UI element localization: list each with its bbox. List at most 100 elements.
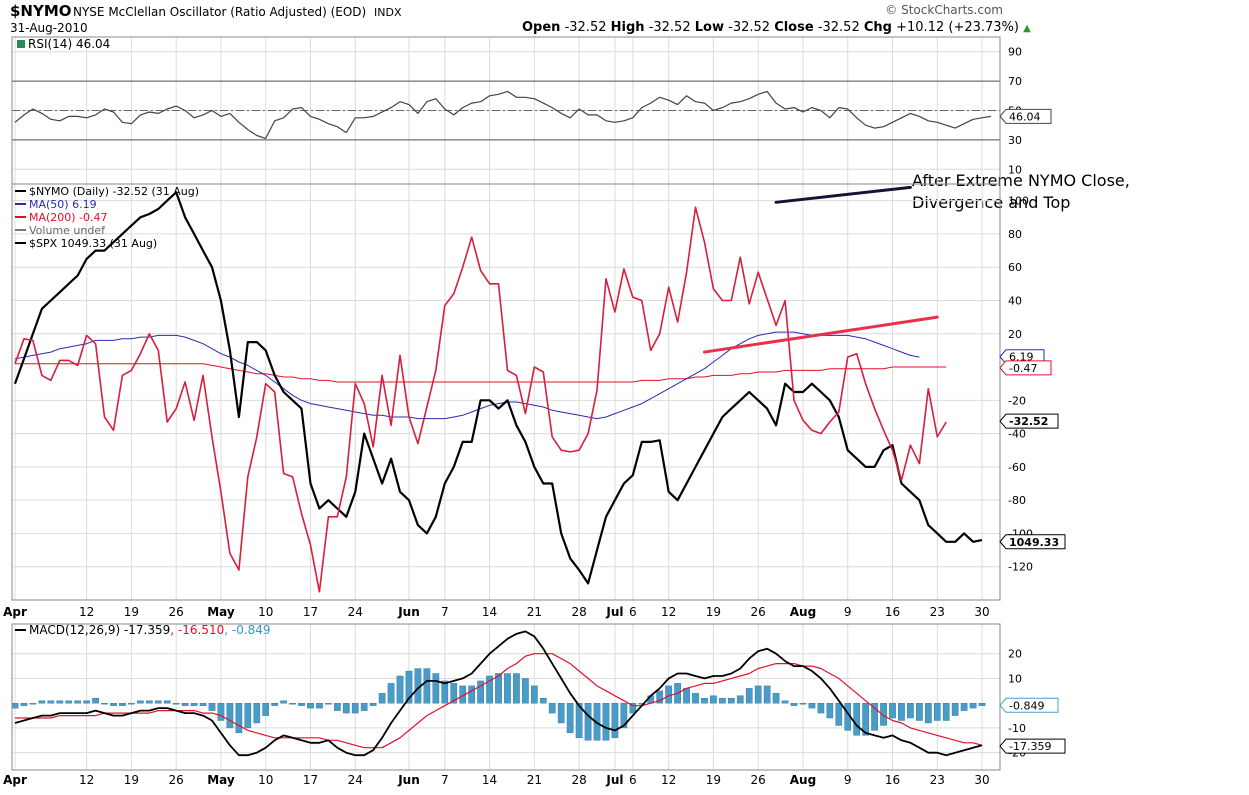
macd-hist-bar xyxy=(262,702,270,716)
macd-hist-bar xyxy=(683,688,690,704)
macd-hist-bar xyxy=(145,700,153,704)
macd-hist-bar xyxy=(727,698,735,704)
nymo-last-value-tag xyxy=(999,413,1059,429)
main-x-label: 24 xyxy=(348,605,363,619)
macd-hist-bar xyxy=(154,700,162,704)
macd-hist-bar xyxy=(351,702,359,714)
macd-hist-bar xyxy=(638,702,646,705)
macd-x-label: 12 xyxy=(661,773,676,787)
main-x-label: Aug xyxy=(790,605,816,619)
macd-hist-bar xyxy=(495,673,502,704)
brand-link[interactable]: © StockCharts.com xyxy=(885,3,1003,17)
macd-hist-bar xyxy=(611,702,619,739)
main-legend-entry: MA(200) -0.47 xyxy=(29,211,108,224)
up-arrow-icon: ▲ xyxy=(1023,23,1031,34)
macd-hist-bar xyxy=(137,700,144,704)
macd-hist-bar xyxy=(92,698,99,704)
ma50-line xyxy=(14,331,920,420)
macd-hist-bar xyxy=(692,693,699,704)
main-legend-entry: $NYMO (Daily) -32.52 (31 Aug) xyxy=(29,185,199,198)
macd-hist-bar xyxy=(629,702,637,714)
macd-hist-bar xyxy=(217,702,225,721)
macd-hist-bar xyxy=(808,702,816,709)
rsi-legend-icon xyxy=(17,40,25,48)
spx-line xyxy=(13,191,983,585)
low-value: -32.52 xyxy=(728,20,771,35)
macd-last-value: -17.359 xyxy=(1009,740,1051,753)
macd-legend-macd: -17.359 xyxy=(120,623,170,637)
macd-hist-bar xyxy=(83,700,90,704)
macd-hist-bar xyxy=(754,685,762,704)
rsi-tick-label: 10 xyxy=(1008,163,1022,176)
ticker-symbol: $NYMO xyxy=(10,2,72,20)
high-label: High xyxy=(610,20,645,35)
main-x-label: 26 xyxy=(751,605,766,619)
macd-hist-bar xyxy=(226,702,234,729)
macd-hist-bar xyxy=(871,702,878,731)
macd-x-label: 14 xyxy=(482,773,497,787)
macd-x-label: 30 xyxy=(974,773,989,787)
macd-hist-bar xyxy=(817,702,825,714)
main-tick-label: -60 xyxy=(1008,461,1026,474)
macd-hist-bar xyxy=(441,680,449,704)
main-legend-entry: MA(50) 6.19 xyxy=(29,198,97,211)
main-x-label: 19 xyxy=(124,605,139,619)
macd-hist-bar xyxy=(584,702,592,741)
rsi-tick-label: 30 xyxy=(1008,134,1022,147)
macd-hist-bar xyxy=(530,685,538,704)
main-x-label: 7 xyxy=(441,605,449,619)
macd-legend: MACD(12,26,9) -17.359, -16.510, -0.849 xyxy=(29,623,271,637)
close-value: -32.52 xyxy=(817,20,860,35)
macd-hist-bar xyxy=(128,702,135,705)
macd-hist-bar xyxy=(772,693,780,704)
main-x-label: 28 xyxy=(571,605,586,619)
macd-hist-bar xyxy=(566,702,574,734)
macd-hist-bar xyxy=(110,702,117,706)
macd-hist-bar xyxy=(342,702,350,714)
macd-hist-bar xyxy=(907,702,914,719)
rsi-tick-label: 90 xyxy=(1008,46,1022,59)
macd-hist-bar xyxy=(280,700,287,704)
macd-x-label: 17 xyxy=(303,773,318,787)
ohlc-readout: Open -32.52 High -32.52 Low -32.52 Close… xyxy=(522,20,1031,35)
macd-hist-bar xyxy=(253,702,261,724)
macd-hist-bar xyxy=(119,702,126,706)
main-x-label: Jul xyxy=(605,605,623,619)
macd-hist-bar xyxy=(271,702,279,706)
macd-x-label: May xyxy=(207,773,235,787)
macd-x-label: 26 xyxy=(169,773,184,787)
main-tick-label: -120 xyxy=(1008,561,1033,574)
main-legend-entry: Volume undef xyxy=(29,224,106,237)
macd-hist-bar xyxy=(969,702,977,709)
macd-hist-bar xyxy=(396,675,404,704)
main-tick-label: 100 xyxy=(1008,195,1029,208)
macd-hist-bar xyxy=(548,702,556,714)
macd-hist-bar xyxy=(880,702,887,726)
macd-hist-bar xyxy=(47,700,55,704)
macd-hist-bar xyxy=(378,693,386,704)
trendline-red xyxy=(702,315,939,354)
macd-tick-label: 20 xyxy=(1008,648,1022,661)
macd-x-label: 23 xyxy=(930,773,945,787)
macd-line xyxy=(14,630,983,757)
macd-x-label: 28 xyxy=(571,773,586,787)
macd-hist-bar xyxy=(450,683,458,704)
annotation-note: After Extreme NYMO Close, Divergence and… xyxy=(912,170,1130,214)
main-tick-label: -40 xyxy=(1008,428,1026,441)
macd-hist-bar xyxy=(334,702,341,711)
macd-hist-bar xyxy=(477,680,484,704)
macd-x-label: 9 xyxy=(844,773,852,787)
macd-hist-bar xyxy=(190,702,198,706)
macd-hist-bar xyxy=(101,702,108,705)
macd-hist-bar xyxy=(172,702,180,705)
macd-hist-bar xyxy=(244,702,252,729)
macd-tick-label: 10 xyxy=(1008,672,1022,685)
macd-x-label: Aug xyxy=(790,773,816,787)
macd-hist-bar xyxy=(557,702,565,724)
close-label: Close xyxy=(774,20,814,35)
macd-hist-bar xyxy=(486,675,493,704)
main-x-label: 6 xyxy=(629,605,637,619)
macd-x-label: 7 xyxy=(441,773,449,787)
macd-hist-bar xyxy=(933,702,941,721)
